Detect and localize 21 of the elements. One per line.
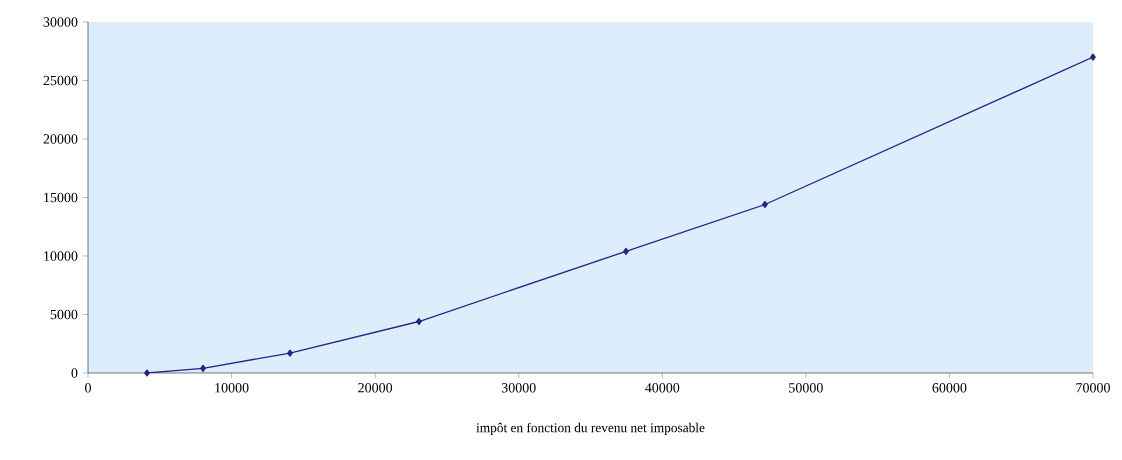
x-tick-label: 40000 [645,383,680,393]
x-axis-title: impôt en fonction du revenu net imposable [476,422,705,435]
x-tick-label: 30000 [501,383,536,393]
y-tick-label: 30000 [43,17,78,27]
y-tick-label: 15000 [44,192,78,203]
point [144,369,150,377]
y-tick-label: 25000 [43,75,78,86]
point [287,349,293,357]
x-tick-label: 0 [85,383,91,393]
point [1090,53,1096,61]
y-tick-label: 5000 [50,309,78,320]
y-tick-label: 10000 [44,251,78,261]
x-tick-label: 10000 [215,383,249,393]
x-tick-label: 20000 [358,383,393,393]
y-tick-label: 0 [71,368,78,378]
x-tick-label: 50000 [789,383,823,393]
point [200,364,206,372]
x-tick-label: 70000 [1076,383,1110,393]
point [623,247,629,255]
y-tick-label: 20000 [43,134,78,144]
x-tick-label: 60000 [932,383,967,393]
